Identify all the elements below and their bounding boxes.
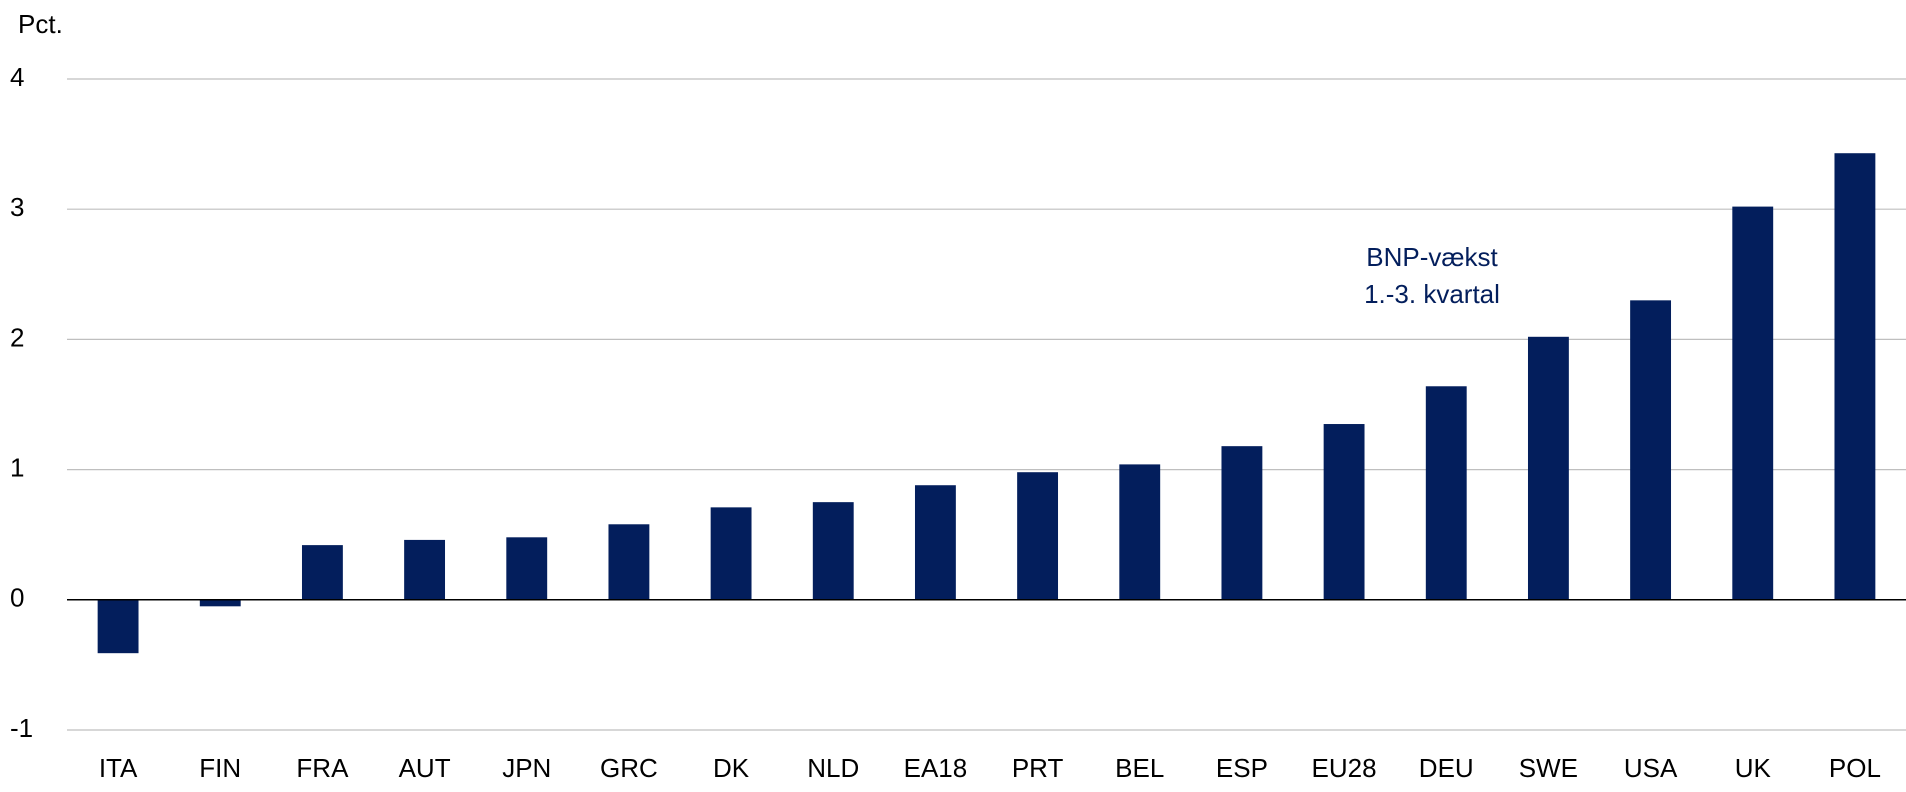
bar — [1323, 424, 1365, 600]
bar — [1527, 336, 1569, 600]
bar — [1630, 300, 1672, 600]
x-tick-label: PRT — [1012, 753, 1064, 783]
bar — [506, 537, 548, 600]
annotation: BNP-vækst — [1366, 242, 1498, 272]
bar — [199, 599, 241, 607]
bar — [608, 524, 650, 600]
y-tick-label: 0 — [10, 583, 24, 613]
y-tick-label: 2 — [10, 322, 24, 352]
y-tick-label: -1 — [10, 713, 33, 743]
x-tick-label: JPN — [502, 753, 551, 783]
bar — [1425, 386, 1467, 600]
bar — [1221, 446, 1263, 600]
x-tick-label: SWE — [1519, 753, 1578, 783]
y-tick-label: 3 — [10, 192, 24, 222]
y-tick-label: 1 — [10, 452, 24, 482]
y-tick-label: 4 — [10, 62, 24, 92]
bar — [404, 539, 446, 600]
x-tick-label: DK — [713, 753, 750, 783]
x-tick-label: ITA — [99, 753, 138, 783]
x-tick-label: UK — [1735, 753, 1772, 783]
x-tick-label: ESP — [1216, 753, 1268, 783]
x-tick-label: BEL — [1115, 753, 1164, 783]
x-tick-label: POL — [1829, 753, 1881, 783]
x-tick-label: USA — [1624, 753, 1678, 783]
x-tick-label: AUT — [399, 753, 451, 783]
bar — [1119, 464, 1161, 600]
x-tick-label: NLD — [807, 753, 859, 783]
bar — [914, 485, 956, 600]
x-tick-label: DEU — [1419, 753, 1474, 783]
x-tick-label: FRA — [296, 753, 349, 783]
x-tick-label: EA18 — [904, 753, 968, 783]
bar — [97, 599, 139, 654]
x-tick-label: FIN — [199, 753, 241, 783]
y-axis-label: Pct. — [18, 9, 63, 39]
bar — [1732, 206, 1774, 600]
bar — [301, 545, 343, 600]
x-tick-label: GRC — [600, 753, 658, 783]
annotation: 1.-3. kvartal — [1364, 279, 1500, 309]
bar — [812, 502, 854, 600]
x-tick-label: EU28 — [1312, 753, 1377, 783]
bar — [1017, 472, 1059, 600]
bar — [1834, 153, 1876, 600]
bar — [710, 507, 752, 600]
